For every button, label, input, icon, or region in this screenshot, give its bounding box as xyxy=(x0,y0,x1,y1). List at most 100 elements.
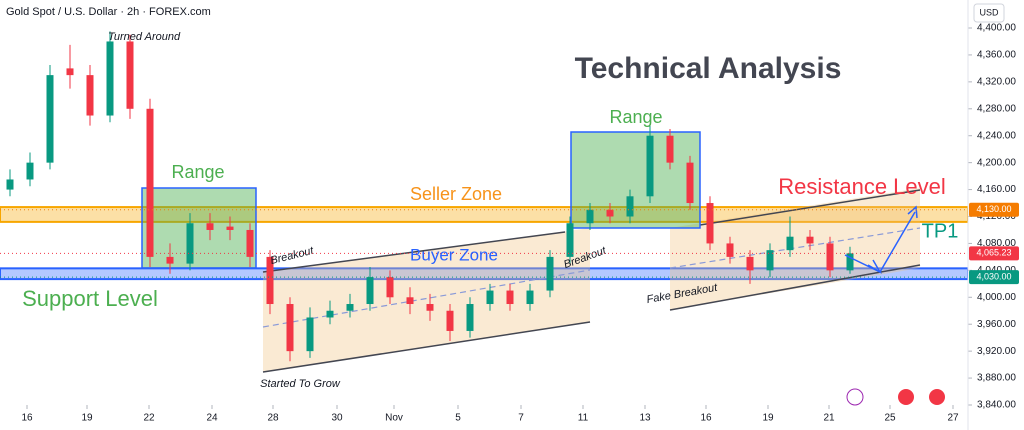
price-tag-label: 4,030.00 xyxy=(976,271,1011,281)
y-tick-label: 3,960.00 xyxy=(977,319,1016,330)
candle-body xyxy=(566,223,574,257)
time-axis xyxy=(0,405,968,430)
x-tick-label: 21 xyxy=(823,413,835,424)
candle-body xyxy=(386,277,394,298)
event-icon[interactable] xyxy=(929,389,945,405)
candle-body xyxy=(306,317,314,352)
candle-body xyxy=(446,310,454,331)
x-tick-label: 5 xyxy=(455,413,461,424)
zone-label: Buyer Zone xyxy=(410,245,498,264)
channel-top xyxy=(699,189,921,226)
y-tick-label: 3,840.00 xyxy=(977,400,1016,411)
price-tag xyxy=(969,202,1019,217)
candle-body xyxy=(806,236,814,244)
annotation: Range xyxy=(609,107,662,127)
candle-body xyxy=(406,297,414,305)
candle-body xyxy=(286,304,294,352)
candle-body xyxy=(206,223,214,230)
candle-body xyxy=(186,223,194,264)
candle-body xyxy=(6,179,14,190)
price-tag-label: 4,065.23 xyxy=(976,248,1011,258)
candle-body xyxy=(786,236,794,251)
chart-title: Gold Spot / U.S. Dollar · 2h · FOREX.com xyxy=(6,6,211,18)
x-tick-label: Nov xyxy=(385,413,403,424)
candle-body xyxy=(146,108,154,257)
channel-top xyxy=(262,231,566,273)
x-tick-label: 22 xyxy=(143,413,155,424)
annotation: TP1 xyxy=(922,220,959,242)
annotation: Range xyxy=(171,162,224,182)
channel-mid xyxy=(262,269,591,328)
candle-body xyxy=(126,41,134,109)
candle-body xyxy=(726,243,734,257)
currency: USD xyxy=(979,7,999,17)
candle-body xyxy=(686,162,694,204)
candle-body xyxy=(466,304,474,331)
x-tick-label: 16 xyxy=(700,413,712,424)
event-icon[interactable] xyxy=(846,388,864,406)
price-tag-label: 4,130.00 xyxy=(976,204,1011,214)
candle-body xyxy=(366,277,374,305)
candle-body xyxy=(166,256,174,264)
x-tick-label: 28 xyxy=(267,413,279,424)
x-tick-label: 19 xyxy=(762,413,774,424)
currency-button[interactable] xyxy=(973,3,1005,23)
candle-body xyxy=(46,75,54,163)
channel-fill xyxy=(670,188,920,310)
candle-body xyxy=(666,135,674,163)
candle-body xyxy=(586,209,594,224)
price-tag xyxy=(969,246,1019,261)
channel-bottom xyxy=(262,321,591,373)
y-tick-label: 4,080.00 xyxy=(977,238,1016,249)
x-tick-label: 7 xyxy=(518,413,524,424)
x-tick-label: 16 xyxy=(21,413,33,424)
candle-body xyxy=(646,135,654,197)
candle-body xyxy=(826,243,834,271)
annotation: Support Level xyxy=(22,286,158,311)
y-tick-label: 4,360.00 xyxy=(977,50,1016,61)
y-tick-label: 3,920.00 xyxy=(977,346,1016,357)
candle-body xyxy=(546,256,554,291)
candle-body xyxy=(766,250,774,271)
candle-body xyxy=(486,290,494,305)
candle-body xyxy=(526,290,534,305)
candle-body xyxy=(26,162,34,180)
candle-body xyxy=(746,256,754,271)
candle-body xyxy=(266,256,274,305)
event-icon[interactable] xyxy=(898,389,914,405)
candle-body xyxy=(66,68,74,76)
candle-body xyxy=(426,304,434,311)
candle-body xyxy=(346,304,354,311)
candle-body xyxy=(86,75,94,116)
candle-body xyxy=(226,226,234,230)
candle-body xyxy=(506,290,514,305)
x-tick-label: 24 xyxy=(206,413,218,424)
candle-body xyxy=(626,196,634,217)
range-box xyxy=(141,187,257,269)
y-tick-label: 4,000.00 xyxy=(977,292,1016,303)
y-tick-label: 4,320.00 xyxy=(977,76,1016,87)
annotation: Turned Around xyxy=(108,31,181,43)
x-tick-label: 19 xyxy=(81,413,93,424)
heading: Technical Analysis xyxy=(575,52,842,85)
candles xyxy=(6,31,854,362)
x-tick-label: 27 xyxy=(947,413,959,424)
x-tick-label: 11 xyxy=(578,413,589,424)
zone-label: Seller Zone xyxy=(410,184,502,204)
y-tick-label: 4,200.00 xyxy=(977,157,1016,168)
candle-body xyxy=(106,41,114,116)
candle-body xyxy=(246,229,254,257)
channel-bottom xyxy=(669,264,921,311)
x-tick-label: 25 xyxy=(884,413,896,424)
candle-body xyxy=(326,310,334,318)
price-tag xyxy=(969,270,1019,285)
y-tick-label: 4,400.00 xyxy=(977,23,1016,34)
candle-body xyxy=(606,209,614,217)
channel-mid xyxy=(669,227,921,269)
candle-body xyxy=(846,253,854,271)
y-tick-label: 4,240.00 xyxy=(977,130,1016,141)
y-tick-label: 4,280.00 xyxy=(977,103,1016,114)
y-tick-label: 4,160.00 xyxy=(977,184,1016,195)
